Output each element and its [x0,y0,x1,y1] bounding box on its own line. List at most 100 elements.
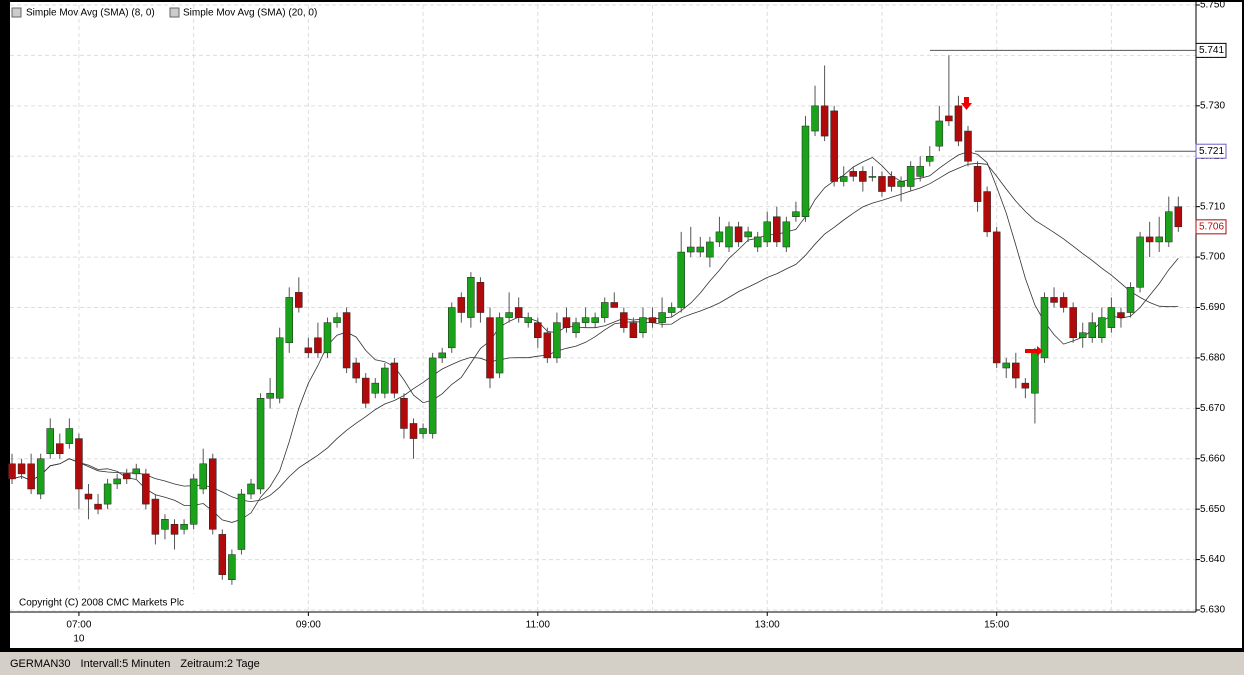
status-bar: GERMAN30 Intervall:5 Minuten Zeitraum:2 … [0,652,1244,675]
candle-body [935,120,944,147]
candle-body [591,317,599,323]
candle-body [1174,206,1183,228]
candle-body [581,317,590,323]
candle-body [285,297,293,344]
candle-body [142,473,150,505]
legend-icon[interactable] [169,7,180,18]
candle-body [677,251,685,308]
candle-body [381,367,389,394]
candle-body [342,312,351,369]
candle-body [1040,297,1049,359]
candle-body [323,322,332,354]
candle-body [926,156,934,162]
candle-body [94,503,102,510]
candle-body [1155,236,1163,243]
candle-body [247,483,255,495]
candle-body [782,221,791,248]
candle-body [1136,236,1144,288]
candle-body [467,277,475,318]
candle-body [514,307,523,318]
candle-body [629,322,638,338]
candle-body [830,110,838,182]
candle-body [572,322,580,333]
candle-body [189,478,198,525]
y-tick-label: 5.630 [1200,605,1225,616]
candle-body [715,231,724,243]
candle-body [122,473,131,480]
candle-body [84,493,93,500]
candle-body [113,478,121,485]
candle-body [304,347,313,354]
candle-body [820,105,829,137]
candle-body [1059,297,1068,308]
candle-body [1088,322,1097,338]
candle-body [56,443,64,454]
legend-entry[interactable]: Simple Mov Avg (SMA) (8, 0) [26,8,155,19]
buy-arrow [1025,346,1043,356]
candle-body [1031,352,1039,394]
candle-body [1069,307,1077,338]
interval: Intervall:5 Minuten [80,657,171,670]
candle-body [753,236,762,248]
candle-body [543,332,552,359]
candle-body [352,362,360,379]
candle-body [954,105,963,142]
candle-body [8,463,16,480]
level-label: 5.721 [1199,146,1224,157]
candle-body [275,337,284,399]
plot [8,4,1196,611]
level-box [1195,42,1227,58]
candle-body [180,524,188,530]
candle-body [973,166,982,202]
x-tick-label: 13:00 [755,620,780,631]
candle-body [448,307,456,349]
candle-body [237,493,246,550]
candle-body [27,463,35,490]
copyright-bg [14,594,200,610]
candle-body [103,483,112,505]
candle-body [534,322,542,338]
legend-entry[interactable]: Simple Mov Avg (SMA) (20, 0) [183,8,317,19]
candle-body [658,312,666,323]
candle-body [333,317,341,323]
candle-body [992,231,1001,364]
candle-body [266,392,274,399]
candle-body [744,231,752,238]
y-tick-label: 5.700 [1200,252,1225,263]
candle-body [75,438,83,490]
candle-body [65,428,74,444]
sma-line [11,151,1179,523]
candle-body [1098,317,1106,339]
candle-body [390,362,399,394]
candle-body [562,317,571,328]
candle-body [706,241,714,258]
candle-body [648,317,657,323]
candle-body [916,166,924,177]
candle-body [906,166,915,187]
candle-body [1145,236,1154,243]
legend-icon[interactable] [11,7,22,18]
candle-body [811,105,819,132]
candle-body [314,337,322,354]
x-tick-label: 15:00 [984,620,1009,631]
candle-body [132,468,141,475]
candle-body [667,307,676,313]
last-price-box [1195,219,1227,235]
candle-body [610,302,619,308]
candle-body [1078,332,1087,339]
candle-body [839,176,848,182]
last-price-label: 5.706 [1199,221,1224,232]
y-tick-label: 5.750 [1200,0,1225,11]
candle-body [734,226,743,243]
candle-body [17,463,26,475]
candle-body [36,458,45,495]
level-label: 5.741 [1199,45,1224,56]
candle-body [256,398,265,490]
candle-body [161,519,169,530]
candle-body [801,125,810,217]
candle-body [1165,211,1173,243]
candle-body [887,176,896,187]
candle-body [1050,297,1058,303]
x-tick-label: 11:00 [526,620,551,631]
